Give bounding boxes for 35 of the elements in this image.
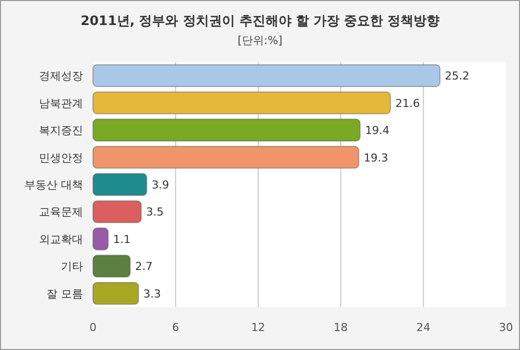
bar: [92, 173, 148, 196]
x-tick-label: 30: [499, 321, 513, 334]
bar: [92, 228, 109, 250]
x-tick-label: 0: [90, 321, 96, 334]
data-label: 21.6: [395, 96, 420, 110]
bar: [92, 254, 131, 278]
y-tick-label: 부동산 대책: [24, 178, 83, 192]
bar: [92, 91, 391, 114]
chart-subtitle: [단위:%]: [238, 34, 282, 47]
data-label: 3.9: [152, 178, 170, 192]
x-tick-label: 6: [172, 321, 180, 334]
y-tick-label: 민생안정: [39, 151, 83, 164]
data-label: 25.2: [444, 70, 470, 83]
bar: [92, 200, 142, 224]
data-label: 1.1: [113, 232, 131, 246]
bar: [92, 64, 440, 87]
data-label: 3.3: [143, 287, 161, 300]
y-tick-label: 경제성장: [39, 70, 83, 83]
y-tick-label: 교육문제: [39, 206, 83, 219]
bar: [92, 282, 139, 305]
y-tick-label: 잘 모름: [46, 287, 83, 300]
data-label: 19.3: [364, 151, 388, 164]
data-label: 19.4: [365, 124, 390, 138]
x-tick-label: 24: [416, 321, 430, 334]
bar: [92, 118, 361, 142]
x-tick-label: 18: [334, 321, 348, 334]
data-label: 2.7: [135, 260, 153, 274]
y-tick-label: 남북관계: [39, 96, 83, 110]
y-tick-label: 외교확대: [39, 232, 83, 246]
y-tick-label: 복지증진: [39, 124, 83, 138]
y-tick-label: 기타: [61, 260, 83, 274]
x-tick-label: 12: [251, 321, 266, 334]
bar: [92, 146, 360, 169]
chart-title: 2011년, 정부와 정치권이 추진해야 할 가장 중요한 정책방향: [80, 14, 440, 29]
data-label: 3.5: [146, 206, 164, 219]
